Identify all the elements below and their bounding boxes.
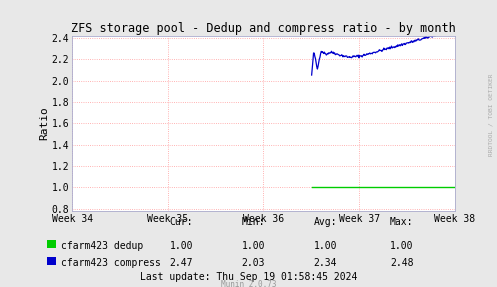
Text: RRDTOOL / TOBI OETIKER: RRDTOOL / TOBI OETIKER [489, 73, 494, 156]
Text: Min:: Min: [242, 217, 265, 227]
Text: cfarm423 compress: cfarm423 compress [61, 258, 161, 268]
Text: 1.00: 1.00 [314, 241, 337, 251]
Text: 2.34: 2.34 [314, 258, 337, 268]
Text: Max:: Max: [390, 217, 414, 227]
Text: Cur:: Cur: [169, 217, 193, 227]
Text: 2.47: 2.47 [169, 258, 193, 268]
Text: 1.00: 1.00 [169, 241, 193, 251]
Text: 2.48: 2.48 [390, 258, 414, 268]
Text: 2.03: 2.03 [242, 258, 265, 268]
Text: cfarm423 dedup: cfarm423 dedup [61, 241, 143, 251]
Text: 1.00: 1.00 [242, 241, 265, 251]
Y-axis label: Ratio: Ratio [39, 106, 49, 140]
Text: 1.00: 1.00 [390, 241, 414, 251]
Title: ZFS storage pool - Dedup and compress ratio - by month: ZFS storage pool - Dedup and compress ra… [71, 22, 456, 35]
Text: Avg:: Avg: [314, 217, 337, 227]
Text: Munin 2.0.73: Munin 2.0.73 [221, 280, 276, 287]
Text: Last update: Thu Sep 19 01:58:45 2024: Last update: Thu Sep 19 01:58:45 2024 [140, 272, 357, 282]
